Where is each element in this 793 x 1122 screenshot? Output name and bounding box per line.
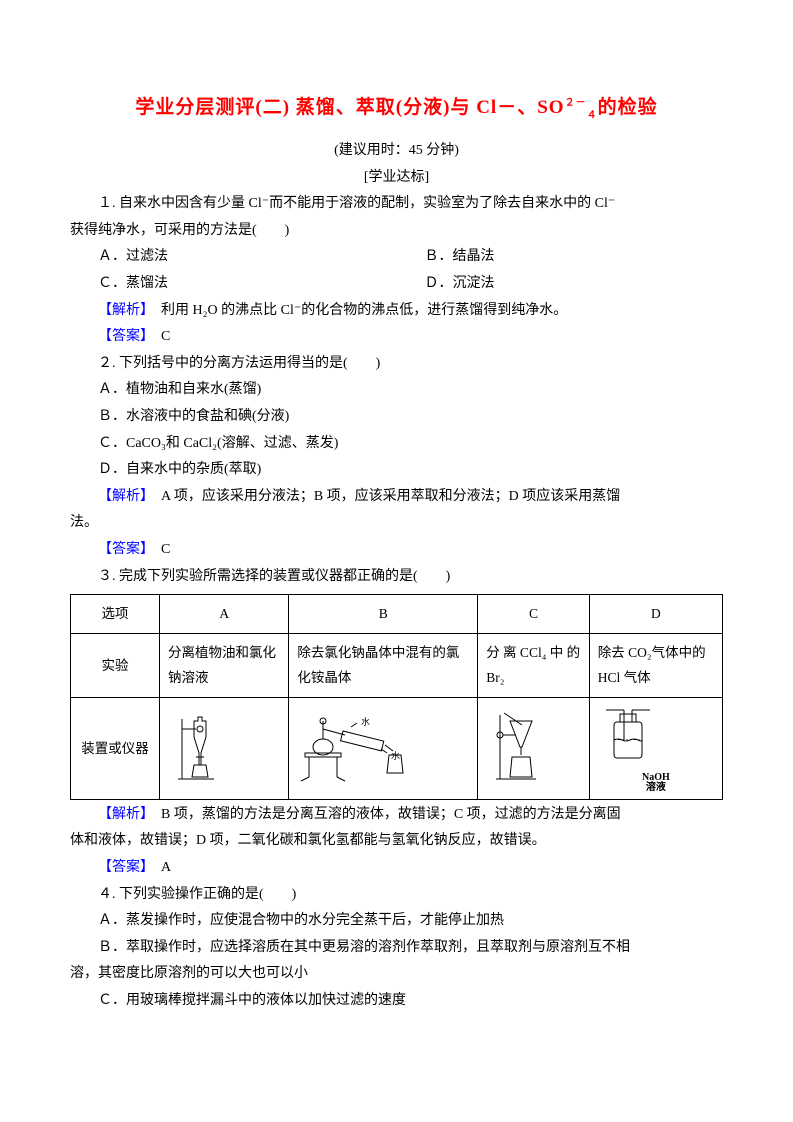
filtration-icon — [486, 707, 556, 782]
gas-washing-bottle-icon — [598, 704, 658, 764]
q3-stem: ３. 完成下列实验所需选择的装置或仪器都正确的是( ) — [70, 564, 723, 591]
explanation-label: 【解析】 — [98, 489, 147, 504]
page: 学业分层测评(二) 蒸馏、萃取(分液)与 Cl－、SO２－４的检验 (建议用时：… — [0, 0, 793, 1075]
q2-stem: ２. 下列括号中的分离方法运用得当的是( ) — [70, 351, 723, 378]
q2-option-b: Ｂ．水溶液中的食盐和碘(分液) — [70, 404, 723, 431]
q1-answer-text: C — [147, 329, 170, 344]
table-row: 实验 分离植物油和氯化钠溶液 除去氯化钠晶体中混有的氯化铵晶体 分 离 CCl₄… — [71, 633, 723, 697]
q3-apparatus-a — [160, 698, 289, 800]
q3-exp-a: 分离植物油和氯化钠溶液 — [160, 633, 289, 697]
svg-text:水: 水 — [391, 750, 400, 761]
q4-option-b-line2: 溶，其密度比原溶剂的可以大也可以小 — [70, 961, 723, 988]
title-suffix: 的检验 — [598, 97, 658, 118]
q3-apparatus-b: 水 水 — [289, 698, 478, 800]
q2-explanation: 【解析】 A 项，应该采用分液法；B 项，应该采用萃取和分液法；D 项应该采用蒸… — [70, 484, 723, 511]
q3-explanation-text: B 项，蒸馏的方法是分离互溶的液体，故错误；C 项，过滤的方法是分离固 — [147, 807, 621, 822]
q1-explanation: 【解析】 利用 H₂O 的沸点比 Cl⁻的化合物的沸点低，进行蒸馏得到纯净水。 — [70, 298, 723, 325]
title-sup: ２－ — [565, 98, 587, 109]
q3-answer: 【答案】 A — [70, 855, 723, 882]
answer-label: 【答案】 — [98, 329, 147, 344]
q3-explanation-line2: 体和液体，故错误；D 项，二氧化碳和氯化氢都能与氢氧化钠反应，故错误。 — [70, 828, 723, 855]
distillation-icon: 水 水 — [297, 707, 417, 782]
q1-answer: 【答案】 C — [70, 324, 723, 351]
q2-option-d: Ｄ．自来水中的杂质(萃取) — [70, 457, 723, 484]
q3-apparatus-c — [478, 698, 590, 800]
title-sub: ４ — [587, 110, 598, 121]
q2-answer: 【答案】 C — [70, 537, 723, 564]
q3-head-a: A — [160, 595, 289, 634]
q3-head-d: D — [589, 595, 722, 634]
explanation-label: 【解析】 — [98, 303, 147, 318]
q4-option-b-line1: Ｂ．萃取操作时，应选择溶质在其中更易溶的溶剂作萃取剂，且萃取剂与原溶剂互不相 — [70, 935, 723, 962]
q4-stem: ４. 下列实验操作正确的是( ) — [70, 882, 723, 909]
q3-exp-d: 除去 CO₂气体中的 HCl 气体 — [589, 633, 722, 697]
q3-row1-header: 实验 — [71, 633, 160, 697]
q3-head-c: C — [478, 595, 590, 634]
table-row: 装置或仪器 — [71, 698, 723, 800]
separating-funnel-icon — [168, 707, 238, 782]
q2-explanation-text: A 项，应该采用分液法；B 项，应该采用萃取和分液法；D 项应该采用蒸馏 — [147, 489, 620, 504]
naoh-sublabel: 溶液 — [598, 783, 714, 793]
q2-option-c: Ｃ．CaCO₃和 CaCl₂(溶解、过滤、蒸发) — [70, 431, 723, 458]
svg-text:水: 水 — [361, 716, 370, 727]
q3-exp-c: 分 离 CCl₄ 中 的 Br₂ — [478, 633, 590, 697]
q4-option-a: Ａ．蒸发操作时，应使混合物中的水分完全蒸干后，才能停止加热 — [70, 908, 723, 935]
time-hint: (建议用时：45 分钟) — [70, 138, 723, 165]
q1-options-row2: Ｃ．蒸馏法 Ｄ．沉淀法 — [70, 271, 723, 298]
q1-stem-line1: １. 自来水中因含有少量 Cl⁻而不能用于溶液的配制，实验室为了除去自来水中的 … — [70, 191, 723, 218]
table-row: 选项 A B C D — [71, 595, 723, 634]
answer-label: 【答案】 — [98, 860, 147, 875]
q1-option-d: Ｄ．沉淀法 — [397, 271, 724, 298]
q2-option-a: Ａ．植物油和自来水(蒸馏) — [70, 377, 723, 404]
q3-head-b: B — [289, 595, 478, 634]
q1-explanation-text: 利用 H₂O 的沸点比 Cl⁻的化合物的沸点低，进行蒸馏得到纯净水。 — [147, 303, 567, 318]
q3-table: 选项 A B C D 实验 分离植物油和氯化钠溶液 除去氯化钠晶体中混有的氯化铵… — [70, 594, 723, 800]
section-label: [学业达标] — [70, 165, 723, 192]
q3-explanation: 【解析】 B 项，蒸馏的方法是分离互溶的液体，故错误；C 项，过滤的方法是分离固 — [70, 802, 723, 829]
q3-exp-b: 除去氯化钠晶体中混有的氯化铵晶体 — [289, 633, 478, 697]
q3-head-option: 选项 — [71, 595, 160, 634]
q1-option-c: Ｃ．蒸馏法 — [70, 271, 397, 298]
q4-option-c: Ｃ．用玻璃棒搅拌漏斗中的液体以加快过滤的速度 — [70, 988, 723, 1015]
document-title: 学业分层测评(二) 蒸馏、萃取(分液)与 Cl－、SO２－４的检验 — [70, 90, 723, 126]
answer-label: 【答案】 — [98, 542, 147, 557]
q1-option-a: Ａ．过滤法 — [70, 244, 397, 271]
q2-explanation-line2: 法。 — [70, 510, 723, 537]
title-prefix: 学业分层测评(二) 蒸馏、萃取(分液)与 Cl－、SO — [135, 97, 564, 118]
q3-apparatus-d: NaOH 溶液 — [589, 698, 722, 800]
q2-answer-text: C — [147, 542, 170, 557]
q3-row2-header: 装置或仪器 — [71, 698, 160, 800]
q1-option-b: Ｂ．结晶法 — [397, 244, 724, 271]
explanation-label: 【解析】 — [98, 807, 147, 822]
q1-stem-line2: 获得纯净水，可采用的方法是( ) — [70, 218, 723, 245]
q3-answer-text: A — [147, 860, 171, 875]
q1-options-row1: Ａ．过滤法 Ｂ．结晶法 — [70, 244, 723, 271]
